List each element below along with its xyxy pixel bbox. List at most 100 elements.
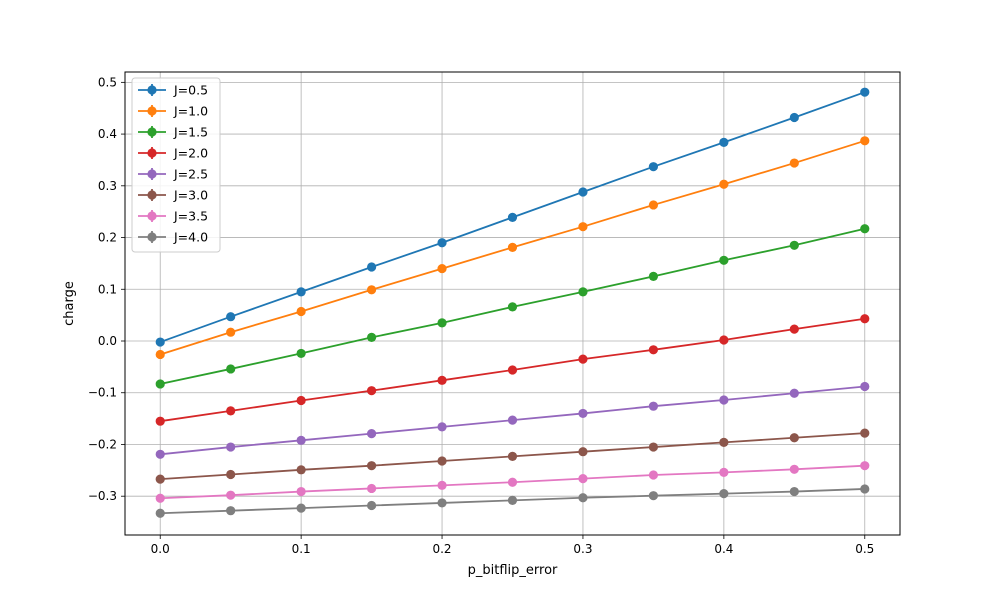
data-point xyxy=(789,464,799,474)
series-6 xyxy=(155,428,870,484)
data-point xyxy=(578,447,588,457)
x-tick-label: 0.3 xyxy=(573,542,592,556)
data-point xyxy=(226,506,236,516)
data-point xyxy=(366,500,377,511)
data-point xyxy=(155,493,165,503)
data-point xyxy=(719,335,729,345)
legend-label: J=0.5 xyxy=(173,83,208,98)
data-point xyxy=(719,179,729,189)
legend-marker xyxy=(147,211,157,221)
legend-item: J=0.5 xyxy=(138,83,208,98)
data-point xyxy=(366,262,377,272)
y-tick-label: 0.0 xyxy=(98,334,117,348)
data-point xyxy=(437,422,447,432)
data-point xyxy=(226,312,236,322)
data-point xyxy=(226,469,236,480)
plot-frame xyxy=(124,71,901,536)
data-point xyxy=(366,429,377,439)
data-point xyxy=(648,470,659,480)
legend: J=0.5 J=1.0 J=1.5 J=2.0 J=2.5 J=3.0 J=3.5 J=4.0 xyxy=(131,77,221,253)
data-point xyxy=(789,324,799,334)
x-tick-label: 0.1 xyxy=(292,542,311,556)
y-tick-label: 0.1 xyxy=(98,282,117,296)
data-point xyxy=(296,503,306,513)
data-point xyxy=(719,437,729,447)
data-point xyxy=(507,415,518,425)
y-tick-label: 0.3 xyxy=(98,179,117,193)
series-1 xyxy=(155,87,870,347)
data-point xyxy=(789,112,799,123)
series-8 xyxy=(155,484,870,518)
data-point xyxy=(155,449,165,459)
x-axis: 0.0 0.1 0.2 0.3 0.4 0.5 xyxy=(151,535,874,556)
data-point xyxy=(437,456,447,466)
data-point xyxy=(296,486,306,497)
data-point xyxy=(860,484,870,494)
data-point xyxy=(789,486,799,497)
data-point xyxy=(719,137,729,147)
legend-item: J=2.0 xyxy=(138,146,208,161)
data-point xyxy=(437,263,447,274)
data-point xyxy=(719,395,729,405)
legend-item: J=3.5 xyxy=(138,209,208,224)
y-tick-label: −0.2 xyxy=(88,437,117,451)
legend-label: J=2.0 xyxy=(173,146,208,161)
data-point xyxy=(860,461,870,471)
series-4 xyxy=(155,314,870,426)
legend-item: J=1.5 xyxy=(138,125,208,140)
data-point xyxy=(155,349,165,360)
legend-marker xyxy=(147,232,157,242)
series-group xyxy=(155,87,870,518)
legend-marker xyxy=(147,190,157,200)
data-point xyxy=(437,318,447,328)
data-point xyxy=(437,238,447,248)
data-point xyxy=(155,379,165,389)
data-point xyxy=(578,187,588,197)
data-point xyxy=(296,395,306,406)
legend-box xyxy=(131,77,221,253)
data-point xyxy=(578,474,588,484)
data-point xyxy=(226,490,236,500)
data-point xyxy=(578,354,588,364)
legend-item: J=4.0 xyxy=(138,230,208,245)
x-tick-label: 0.4 xyxy=(714,542,733,556)
data-point xyxy=(437,375,447,385)
data-point xyxy=(155,416,165,426)
data-point xyxy=(648,442,659,452)
legend-marker xyxy=(147,127,157,137)
legend-item: J=2.5 xyxy=(138,167,208,182)
data-point xyxy=(860,381,870,392)
series-5 xyxy=(155,381,870,459)
data-point xyxy=(507,477,518,487)
series-7 xyxy=(155,461,870,503)
data-point xyxy=(226,327,236,337)
data-point xyxy=(296,348,306,359)
data-point xyxy=(507,302,518,312)
legend-item: J=3.0 xyxy=(138,188,208,203)
data-point xyxy=(578,287,588,297)
data-point xyxy=(296,306,306,317)
data-point xyxy=(860,87,870,97)
data-point xyxy=(648,162,659,172)
legend-item: J=1.0 xyxy=(138,104,208,119)
data-point xyxy=(648,271,659,281)
data-point xyxy=(437,498,447,508)
legend-label: J=4.0 xyxy=(173,230,208,245)
x-tick-label: 0.0 xyxy=(151,542,170,556)
data-point xyxy=(648,345,659,355)
legend-label: J=3.5 xyxy=(173,209,208,224)
x-axis-title: p_bitflip_error xyxy=(468,563,558,578)
data-point xyxy=(437,480,447,490)
data-point xyxy=(366,461,377,471)
legend-marker xyxy=(147,85,157,95)
y-tick-label: 0.5 xyxy=(98,75,117,89)
data-point xyxy=(578,408,588,419)
y-tick-label: −0.1 xyxy=(88,386,117,400)
legend-marker xyxy=(147,169,157,179)
data-point xyxy=(507,495,518,505)
y-tick-label: 0.4 xyxy=(98,127,117,141)
data-point xyxy=(366,332,377,342)
data-point xyxy=(296,435,306,445)
data-point xyxy=(719,255,729,265)
